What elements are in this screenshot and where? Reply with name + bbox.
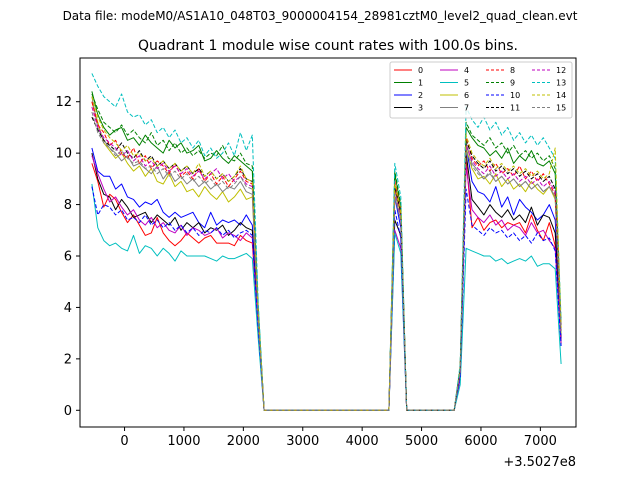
series-line-1	[91, 91, 562, 411]
x-tick-label: 6000	[464, 434, 497, 449]
series-line-6	[91, 101, 562, 411]
chart-title: Quadrant 1 module wise count rates with …	[138, 38, 518, 54]
legend-label-6: 6	[464, 91, 469, 100]
x-tick-label: 1000	[167, 434, 200, 449]
plot-area	[79, 57, 577, 428]
legend-label-13: 13	[556, 79, 566, 88]
y-tick-label: 0	[64, 404, 72, 419]
series-line-10	[91, 186, 562, 411]
series-line-7	[91, 96, 562, 411]
legend-label-9: 9	[510, 79, 515, 88]
legend-label-12: 12	[556, 66, 566, 75]
legend-label-5: 5	[464, 79, 469, 88]
figure-suptitle: Data file: modeM0/AS1A10_048T03_90000041…	[63, 9, 578, 23]
y-tick-label: 6	[64, 250, 72, 265]
x-tick-label: 0	[120, 434, 128, 449]
legend-label-4: 4	[464, 66, 469, 75]
y-tick-label: 4	[64, 301, 72, 316]
legend-label-14: 14	[556, 91, 566, 100]
y-axis: 0 2 4 6 8 10 12	[55, 95, 80, 419]
x-tick-label: 2000	[227, 434, 260, 449]
series-line-9	[91, 93, 562, 411]
y-tick-label: 8	[64, 198, 72, 213]
x-offset-label: +3.5027e8	[503, 455, 576, 470]
series-line-5	[91, 183, 562, 411]
y-tick-label: 10	[55, 147, 72, 162]
series-line-2	[91, 144, 562, 411]
series-line-4	[91, 155, 562, 411]
y-tick-label: 12	[55, 95, 72, 110]
legend-label-8: 8	[510, 66, 515, 75]
legend-label-1: 1	[418, 79, 423, 88]
x-axis: 0 1000 2000 3000 4000 5000 6000 7000	[120, 427, 557, 449]
legend-label-15: 15	[556, 104, 566, 113]
series-line-13	[91, 73, 562, 411]
legend-label-7: 7	[464, 104, 469, 113]
x-tick-label: 4000	[346, 434, 379, 449]
x-tick-label: 3000	[286, 434, 319, 449]
y-tick-label: 2	[64, 352, 72, 367]
series-line-3	[91, 152, 562, 411]
legend-label-2: 2	[418, 91, 423, 100]
plot-frame	[79, 57, 577, 428]
legend-box	[389, 61, 573, 119]
x-tick-label: 7000	[524, 434, 557, 449]
series-line-12	[91, 106, 562, 411]
series-line-14	[91, 96, 562, 411]
legend-label-0: 0	[418, 66, 423, 75]
series-line-8	[91, 101, 562, 411]
legend-label-3: 3	[418, 104, 423, 113]
legend-label-10: 10	[510, 91, 520, 100]
series-line-15	[91, 111, 562, 411]
series-layer	[91, 73, 562, 411]
legend-label-11: 11	[510, 104, 520, 113]
x-tick-label: 5000	[405, 434, 438, 449]
series-line-0	[91, 157, 562, 411]
